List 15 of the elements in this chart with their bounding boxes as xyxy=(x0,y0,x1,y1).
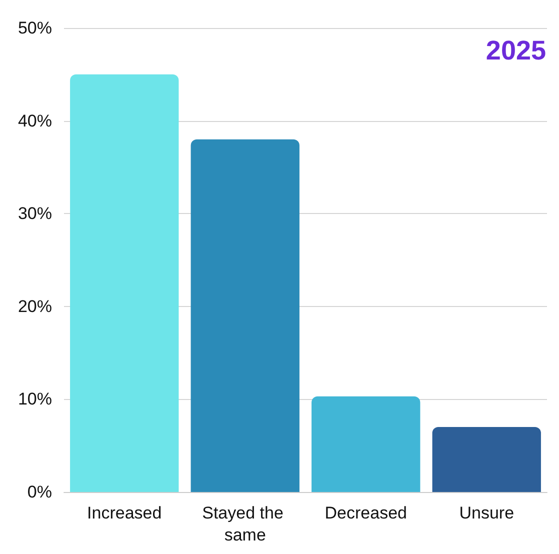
x-tick-label: Stayed the same xyxy=(202,504,288,544)
y-tick-label: 0% xyxy=(27,482,52,502)
y-tick-label: 40% xyxy=(18,111,52,130)
y-tick-label: 50% xyxy=(18,18,52,38)
y-tick-label: 30% xyxy=(18,204,52,224)
bar xyxy=(312,396,420,492)
x-tick-label: Decreased xyxy=(324,504,407,522)
x-tick-label: Unsure xyxy=(459,504,514,522)
x-tick-label: Increased xyxy=(87,504,162,522)
bar xyxy=(190,139,300,492)
y-tick-label: 20% xyxy=(18,296,52,316)
bar xyxy=(432,427,541,492)
y-tick-label: 10% xyxy=(18,390,52,409)
chart-title: 2025 xyxy=(486,36,546,66)
bar xyxy=(70,74,179,492)
